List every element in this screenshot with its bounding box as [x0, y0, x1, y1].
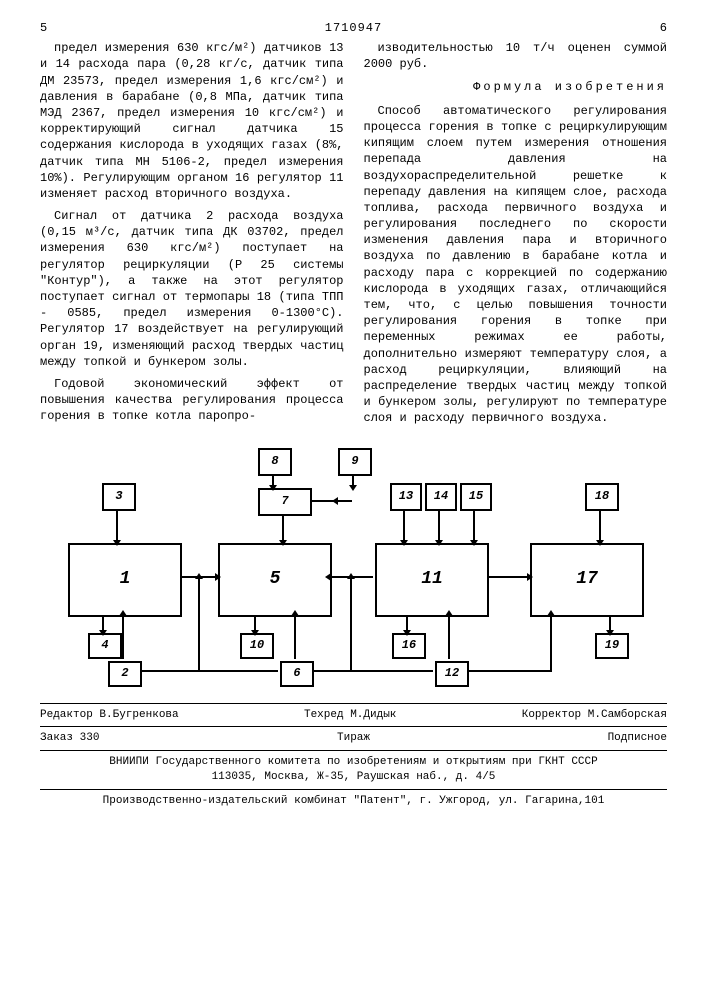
box-9: 9 — [338, 448, 372, 476]
credits-row: Редактор В.Бугренкова Техред М.Дидык Кор… — [40, 708, 667, 723]
page-left: 5 — [40, 20, 100, 36]
line — [550, 615, 552, 672]
formula-title: Формула изобретения — [364, 79, 668, 95]
doc-number: 1710947 — [325, 20, 382, 36]
box-5: 5 — [218, 543, 332, 617]
box-8: 8 — [258, 448, 292, 476]
box-1: 1 — [68, 543, 182, 617]
line — [609, 615, 611, 631]
box-13: 13 — [390, 483, 422, 511]
tirazh: Тираж — [337, 731, 370, 746]
box-15: 15 — [460, 483, 492, 511]
techred: Техред М.Дидык — [304, 708, 396, 723]
box-2: 2 — [108, 661, 142, 687]
box-3: 3 — [102, 483, 136, 511]
box-7: 7 — [258, 488, 312, 516]
podpisnoe: Подписное — [608, 731, 667, 746]
line — [198, 578, 200, 670]
box-17: 17 — [530, 543, 644, 617]
line — [254, 615, 256, 631]
box-18: 18 — [585, 483, 619, 511]
line — [406, 615, 408, 631]
line — [599, 509, 601, 541]
line — [140, 670, 278, 672]
box-14: 14 — [425, 483, 457, 511]
line — [312, 670, 433, 672]
divider — [40, 750, 667, 751]
right-p2: Способ автоматического регулирования про… — [364, 103, 668, 427]
order: Заказ 330 — [40, 731, 99, 746]
line — [350, 578, 352, 670]
right-column: изводительностью 10 т/ч оценен суммой 20… — [364, 40, 668, 432]
box-19: 19 — [595, 633, 629, 659]
line — [294, 615, 296, 659]
line — [448, 615, 450, 659]
box-11: 11 — [375, 543, 489, 617]
page-right: 6 — [607, 20, 667, 36]
line — [467, 670, 552, 672]
line — [473, 509, 475, 541]
divider — [40, 789, 667, 790]
line — [337, 500, 352, 502]
production: Производственно-издательский комбинат "П… — [40, 794, 667, 809]
line — [282, 514, 284, 541]
line — [122, 615, 124, 659]
corrector: Корректор М.Самборская — [522, 708, 667, 723]
order-row: Заказ 330 Тираж Подписное — [40, 731, 667, 746]
left-p1: предел измерения 630 кгс/м²) датчиков 13… — [40, 40, 344, 202]
line — [487, 576, 528, 578]
line — [116, 509, 118, 541]
editor: Редактор В.Бугренкова — [40, 708, 179, 723]
left-column: предел измерения 630 кгс/м²) датчиков 13… — [40, 40, 344, 432]
left-p2: Сигнал от датчика 2 расхода воздуха (0,1… — [40, 208, 344, 370]
line — [438, 509, 440, 541]
address: 113035, Москва, Ж-35, Раушская наб., д. … — [40, 770, 667, 785]
line — [272, 474, 274, 486]
box-10: 10 — [240, 633, 274, 659]
box-16: 16 — [392, 633, 426, 659]
box-12: 12 — [435, 661, 469, 687]
block-diagram: 8 9 3 7 13 14 15 18 1 5 11 17 4 2 10 6 1… — [40, 448, 667, 688]
text-columns: предел измерения 630 кгс/м²) датчиков 13… — [40, 40, 667, 432]
line — [352, 474, 354, 486]
box-4: 4 — [88, 633, 122, 659]
vniip: ВНИИПИ Государственного комитета по изоб… — [40, 755, 667, 770]
divider — [40, 726, 667, 727]
line — [403, 509, 405, 541]
box-6: 6 — [280, 661, 314, 687]
right-p1: изводительностью 10 т/ч оценен суммой 20… — [364, 40, 668, 72]
header: 5 1710947 6 — [40, 20, 667, 36]
divider — [40, 703, 667, 704]
left-p3: Годовой экономический эффект от повышени… — [40, 376, 344, 425]
line — [102, 615, 104, 631]
